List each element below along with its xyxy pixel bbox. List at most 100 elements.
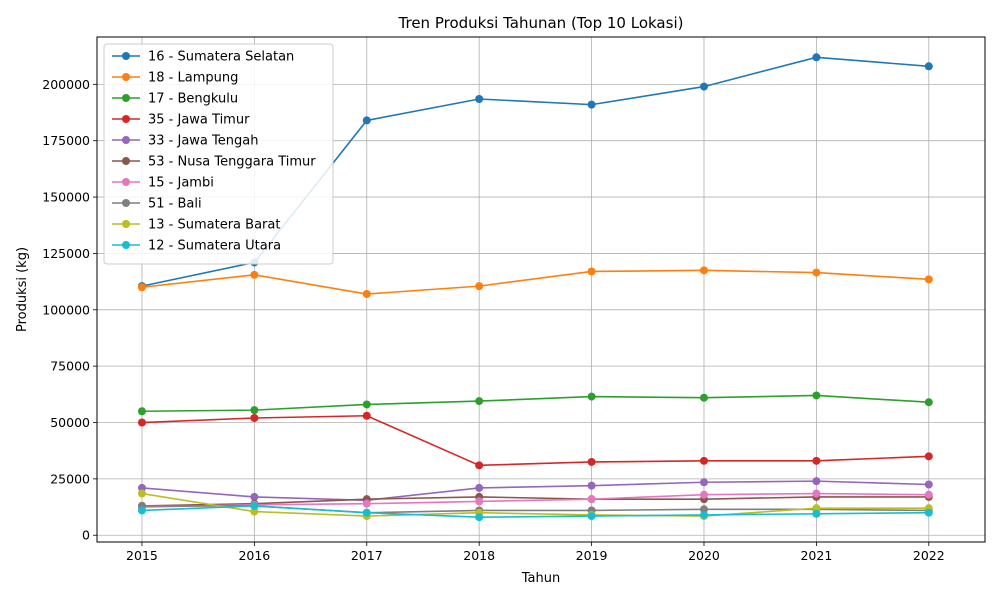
legend-item: 35 - Jawa Timur <box>112 113 250 128</box>
legend-item: 53 - Nusa Tenggara Timur <box>112 155 316 170</box>
series-line <box>141 492 929 517</box>
data-point <box>250 406 259 415</box>
data-point <box>924 490 933 499</box>
legend-box <box>103 43 334 265</box>
data-point <box>137 418 146 427</box>
data-point <box>699 393 708 402</box>
series-2 <box>137 266 933 299</box>
data-point <box>475 94 484 103</box>
plot-area-frame <box>96 36 986 543</box>
data-point <box>137 506 146 515</box>
data-point <box>812 504 821 513</box>
data-point <box>250 507 259 516</box>
series-lines <box>137 53 933 522</box>
data-point <box>362 499 371 508</box>
y-tick-label: 100000 <box>42 302 90 317</box>
x-tick-label: 2019 <box>576 548 608 563</box>
data-point <box>475 397 484 406</box>
legend-swatch-marker <box>122 73 130 81</box>
series-line <box>141 492 929 508</box>
data-point <box>587 457 596 466</box>
data-point <box>812 53 821 62</box>
data-point <box>250 414 259 423</box>
legend-label: 16 - Sumatera Selatan <box>148 50 294 65</box>
legend-item: 33 - Jawa Tengah <box>112 134 258 149</box>
legend-swatch-marker <box>122 241 130 249</box>
legend-item: 17 - Bengkulu <box>112 92 238 107</box>
data-point <box>362 508 371 517</box>
data-point <box>699 490 708 499</box>
legend-item: 18 - Lampung <box>112 71 238 86</box>
legend-label: 53 - Nusa Tenggara Timur <box>148 155 316 170</box>
y-tick-label: 75000 <box>50 359 90 374</box>
data-point <box>587 267 596 276</box>
series-line <box>141 496 929 507</box>
data-point <box>924 275 933 284</box>
series-4 <box>137 411 933 470</box>
data-point <box>699 478 708 487</box>
data-point <box>137 407 146 416</box>
legend-swatch-marker <box>122 157 130 165</box>
legend-label: 12 - Sumatera Utara <box>148 239 281 254</box>
legend-label: 33 - Jawa Tengah <box>148 134 258 149</box>
x-tick-label: 2017 <box>351 548 383 563</box>
legend-item: 13 - Sumatera Barat <box>112 218 280 233</box>
x-tick-label: 2021 <box>800 548 832 563</box>
x-tick-label: 2018 <box>463 548 495 563</box>
legend-label: 15 - Jambi <box>148 176 214 191</box>
data-point <box>587 495 596 504</box>
legend-swatch-marker <box>122 178 130 186</box>
data-point <box>924 480 933 489</box>
data-point <box>475 282 484 291</box>
y-tick-label: 0 <box>82 528 90 543</box>
data-point <box>812 391 821 400</box>
series-10 <box>137 501 933 522</box>
data-point <box>137 283 146 292</box>
data-point <box>699 456 708 465</box>
series-line <box>141 394 929 413</box>
data-point <box>699 266 708 275</box>
data-point <box>924 452 933 461</box>
data-point <box>362 411 371 420</box>
grid <box>97 37 985 542</box>
y-axis-label: Produksi (kg) <box>15 247 30 332</box>
data-point <box>475 513 484 522</box>
data-point <box>587 100 596 109</box>
legend-swatch-marker <box>122 94 130 102</box>
y-tick-label: 175000 <box>42 133 90 148</box>
legend-swatch-marker <box>122 115 130 123</box>
series-5 <box>137 477 933 505</box>
legend-swatch-marker <box>122 136 130 144</box>
data-point <box>699 510 708 519</box>
data-point <box>587 481 596 490</box>
data-point <box>587 392 596 401</box>
data-point <box>812 489 821 498</box>
series-line <box>141 480 929 502</box>
data-point <box>250 270 259 279</box>
data-point <box>924 62 933 71</box>
series-line <box>141 414 929 467</box>
chart-title: Tren Produksi Tahunan (Top 10 Lokasi) <box>398 14 684 32</box>
data-point <box>362 116 371 125</box>
legend-item: 12 - Sumatera Utara <box>112 239 281 254</box>
data-point <box>699 505 708 514</box>
legend: 16 - Sumatera Selatan 18 - Lampung 17 - Be… <box>103 43 334 265</box>
x-tick-label: 2020 <box>688 548 720 563</box>
data-point <box>137 483 146 492</box>
data-point <box>812 477 821 486</box>
data-point <box>250 501 259 510</box>
legend-swatch-marker <box>122 220 130 228</box>
series-line <box>141 505 929 519</box>
data-point <box>137 489 146 498</box>
legend-label: 51 - Bali <box>148 197 202 212</box>
legend-item: 51 - Bali <box>112 197 202 212</box>
data-point <box>475 497 484 506</box>
x-axis-label: Tahun <box>521 571 560 586</box>
data-point <box>924 398 933 407</box>
data-point <box>924 508 933 517</box>
legend-item: 16 - Sumatera Selatan <box>112 50 294 65</box>
legend-item: 15 - Jambi <box>112 176 214 191</box>
x-tick-label: 2016 <box>238 548 270 563</box>
